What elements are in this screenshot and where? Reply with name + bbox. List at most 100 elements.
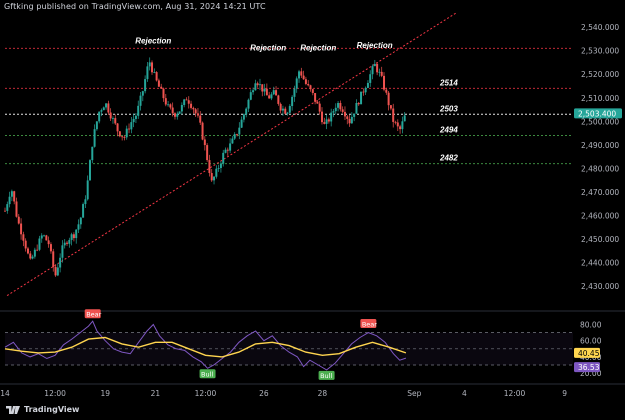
candle-body [173,113,176,117]
candle-body [348,118,351,124]
candle-body [208,160,211,174]
candle-body [24,240,27,249]
candle-body [325,119,328,124]
candle-body [123,137,126,138]
bear-signal-badge[interactable] [84,309,101,319]
candle-body [33,249,36,257]
candle-body [146,66,149,80]
candle-body [293,88,296,97]
candle-body [180,104,183,112]
candle-body [38,238,41,250]
price-axis-tick-label: 2,470.000 [581,188,619,197]
candle-body [160,86,163,89]
candle-body [178,111,181,114]
candle-body [148,62,151,67]
time-axis-tick-label: 28 [318,389,328,398]
candle-body [196,113,199,116]
candle-body [6,204,9,211]
candle-body [268,95,271,99]
candle-body [121,136,124,138]
candle-body [245,108,248,115]
bear-signal-label: Bear [86,311,101,319]
candle-body [15,201,18,217]
candle-body [26,248,29,254]
candle-body [362,91,365,93]
time-axis-tick-label: 12:00 [44,389,66,398]
candle-body [298,71,301,79]
candle-body [88,160,91,181]
candle-body [199,115,202,123]
candle-body [210,173,213,181]
bull-signal-badge[interactable] [199,369,216,379]
rsi-axis-tick-label: 60.00 [580,337,602,346]
candle-body [59,257,62,268]
candle-body [176,113,179,117]
candle-body [286,112,289,114]
candle-body [371,66,374,75]
tradingview-brand[interactable]: TradingView [6,405,79,414]
bull-signal-badge[interactable] [318,370,335,380]
candle-body [291,96,294,107]
candle-body [314,93,317,102]
candle-body [364,87,367,93]
candle-body [389,105,392,109]
candle-body [79,217,82,225]
candle-body [75,229,78,239]
candle-body [272,90,275,95]
candle-body [29,253,32,259]
candle-body [100,110,103,112]
candle-body [399,126,402,130]
candle-body [284,108,287,114]
candle-body [118,131,121,137]
candle-body [376,63,379,73]
candle-body [137,105,140,116]
rejection-annotation: Rejection [300,43,336,52]
candle-body [4,210,6,212]
candle-body [369,74,372,83]
price-axis-tick-label: 2,490.000 [581,141,619,150]
time-axis-tick-label: 12:00 [504,389,526,398]
candle-body [401,121,404,130]
rsi-ma-line [4,336,407,358]
level-label: 2503 [439,104,458,113]
time-axis-tick-label: 4 [462,389,467,398]
ascending-trendline[interactable] [6,12,457,297]
rsi-ma-value-label: 40.45 [578,349,600,358]
candle-body [373,63,376,67]
candle-body [217,168,220,169]
candle-body [231,138,234,144]
candle-body [355,103,358,114]
candle-body [185,99,188,101]
candle-body [383,75,386,90]
bull-signal-label: Bull [320,372,332,380]
rsi-axis-tick-label: 20.00 [580,369,602,378]
last-price-label: 2,503.400 [578,109,616,118]
candle-body [249,92,252,100]
candle-body [378,71,381,73]
rejection-annotation: Rejection [135,36,171,45]
candle-body [222,152,225,164]
candle-body [337,102,340,108]
candle-body [47,240,50,245]
candle-body [380,71,383,76]
candle-body [311,89,314,94]
candle-body [151,62,154,73]
level-label: 2482 [439,154,458,163]
price-axis-tick-label: 2,510.000 [581,94,619,103]
level-label: 2514 [439,78,458,87]
candle-body [318,103,321,112]
candle-body [8,196,11,205]
candle-body [155,72,158,81]
candle-body [242,114,245,120]
candle-body [167,104,170,106]
candle-body [190,103,193,108]
publisher-caption: Gftking published on TradingView.com, Au… [4,2,266,11]
candle-body [102,107,105,111]
candle-body [194,109,197,114]
bear-signal-badge[interactable] [360,318,377,328]
candle-body [70,234,73,240]
candle-body [68,239,71,244]
candle-body [91,146,94,161]
candle-body [84,199,87,205]
